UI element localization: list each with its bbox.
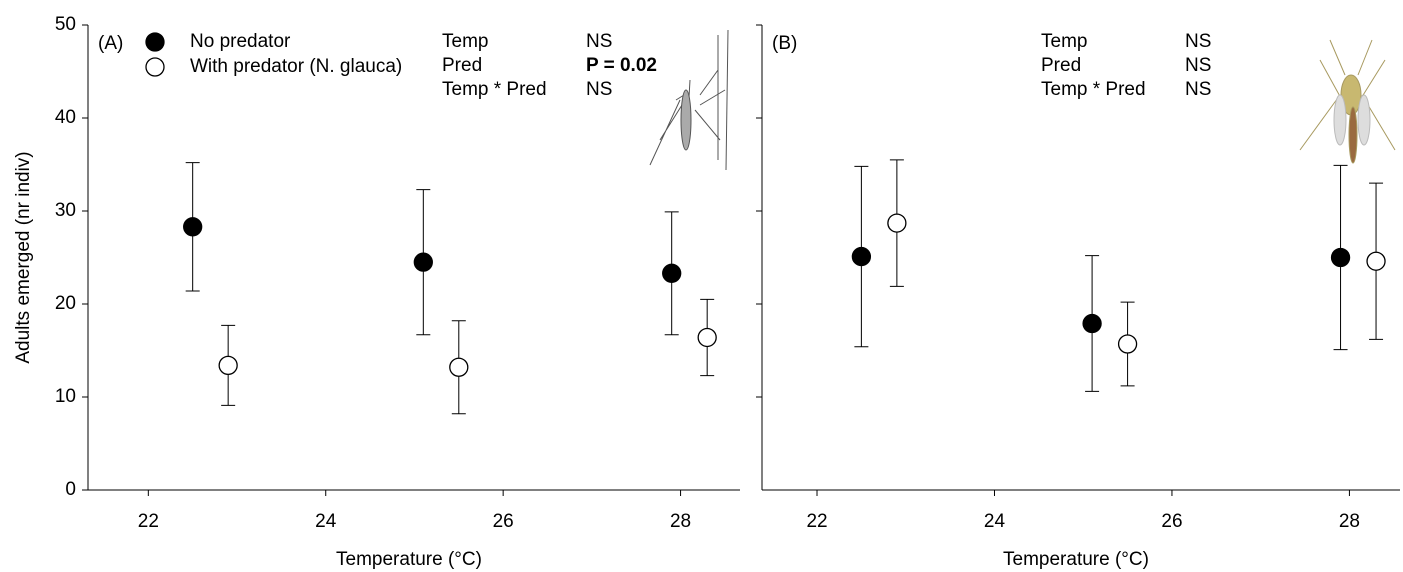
point <box>1366 251 1386 271</box>
stat-result: NS <box>586 79 612 100</box>
legend-marker <box>145 32 165 52</box>
point <box>1117 334 1138 354</box>
x-tick-label: 26 <box>1161 511 1182 532</box>
point <box>887 213 907 233</box>
x-tick-label: 24 <box>315 511 337 532</box>
mosquito-sketch-a <box>649 29 729 171</box>
point <box>851 246 872 267</box>
stat-result: P = 0.02 <box>586 55 657 76</box>
panel-label: (B) <box>772 33 797 54</box>
y-tick-label: 40 <box>55 107 76 128</box>
stat-term: Temp * Pred <box>1041 79 1146 100</box>
point <box>413 252 433 272</box>
stat-term: Pred <box>1041 55 1081 76</box>
y-axis-label: Adults emerged (nr indiv) <box>13 151 34 363</box>
x-tick-label: 26 <box>493 511 514 532</box>
y-tick-label: 50 <box>55 14 76 35</box>
point <box>662 263 682 283</box>
stat-term: Temp * Pred <box>442 79 547 100</box>
y-tick-label: 10 <box>55 386 76 407</box>
x-axis-label: Temperature (°C) <box>1003 549 1149 570</box>
point <box>697 327 717 348</box>
x-axis-label: Temperature (°C) <box>336 549 482 570</box>
stat-result: NS <box>1185 31 1211 52</box>
y-tick-label: 0 <box>65 479 76 500</box>
stat-result: NS <box>1185 55 1211 76</box>
stat-term: Pred <box>442 55 482 76</box>
legend-label: No predator <box>190 31 291 52</box>
mosquito-sketch-b <box>1299 39 1396 164</box>
panel-label: (A) <box>98 33 123 54</box>
point <box>449 357 469 377</box>
x-tick-label: 24 <box>984 511 1006 532</box>
x-tick-label: 22 <box>138 511 159 532</box>
legend-label: With predator (N. glauca) <box>190 56 402 77</box>
point <box>183 217 203 237</box>
x-tick-label: 28 <box>1339 511 1360 532</box>
x-tick-label: 22 <box>806 511 827 532</box>
x-tick-label: 28 <box>670 511 691 532</box>
y-tick-label: 20 <box>55 293 76 314</box>
legend-marker <box>145 57 165 77</box>
point <box>1330 247 1351 268</box>
stat-result: NS <box>586 31 612 52</box>
stat-term: Temp <box>1041 31 1087 52</box>
point <box>218 355 238 376</box>
stat-result: NS <box>1185 79 1211 100</box>
y-tick-label: 30 <box>55 200 76 221</box>
point <box>1082 313 1102 334</box>
stat-term: Temp <box>442 31 488 52</box>
